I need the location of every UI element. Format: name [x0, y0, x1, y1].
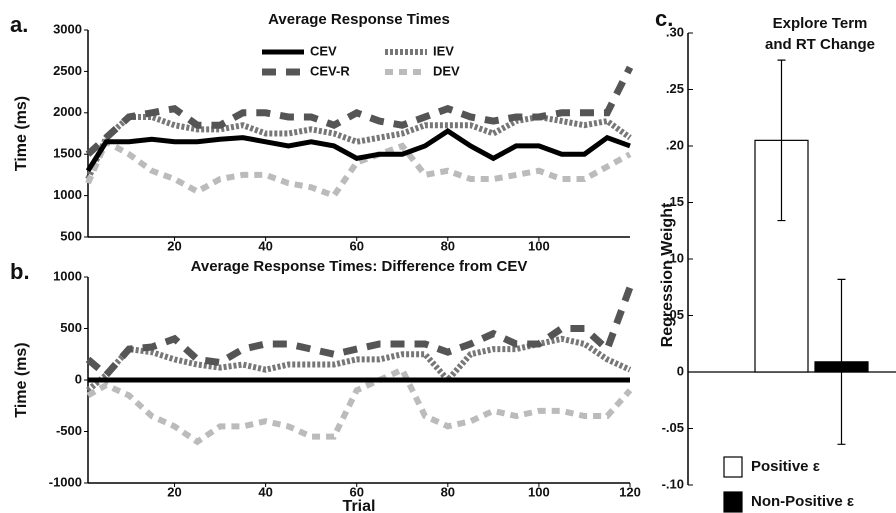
legend-swatch — [723, 456, 743, 478]
y-tick-label: .15 — [666, 194, 684, 209]
y-tick-label: -1000 — [49, 474, 82, 489]
x-tick-label: 40 — [258, 484, 272, 499]
y-tick-label: 1000 — [53, 268, 82, 283]
x-tick-label: 40 — [258, 238, 272, 253]
y-tick-label: 1000 — [53, 187, 82, 202]
y-tick-label: 1500 — [53, 146, 82, 161]
y-tick-label: 3000 — [53, 21, 82, 36]
series-line — [85, 286, 634, 380]
legend-label: DEV — [433, 63, 460, 78]
x-tick-label: 120 — [619, 484, 641, 499]
y-tick-label: -.10 — [662, 476, 684, 491]
legend-swatch — [723, 491, 743, 513]
legend-label: IEV — [433, 43, 454, 58]
panel-label: a. — [10, 12, 28, 37]
chart-title: and RT Change — [765, 36, 875, 53]
legend-label: CEV — [310, 43, 337, 58]
y-tick-label: -.05 — [662, 420, 684, 435]
y-tick-label: -500 — [56, 423, 82, 438]
x-tick-label: 80 — [441, 238, 455, 253]
y-axis-label: Regression Weight — [659, 202, 676, 347]
y-tick-label: .10 — [666, 250, 684, 265]
y-axis-label: Time (ms) — [13, 96, 30, 171]
x-tick-label: 100 — [528, 484, 550, 499]
x-axis-label: Trial — [343, 498, 376, 513]
y-tick-label: .25 — [666, 81, 684, 96]
y-tick-label: .20 — [666, 137, 684, 152]
legend-label: Positive ε — [751, 458, 820, 475]
y-tick-label: 500 — [60, 320, 82, 335]
y-tick-label: .05 — [666, 307, 684, 322]
y-tick-label: 2000 — [53, 104, 82, 119]
error-bar — [777, 59, 786, 222]
panel-label: b. — [10, 259, 30, 284]
series-line — [86, 365, 633, 446]
y-axis-label: Time (ms) — [13, 342, 30, 417]
y-tick-label: .30 — [666, 24, 684, 39]
error-bar — [837, 278, 846, 445]
chart-title: Average Response Times — [268, 11, 450, 28]
legend-label: Non-Positive ε — [751, 493, 854, 510]
y-tick-label: 2500 — [53, 63, 82, 78]
x-tick-label: 60 — [349, 484, 363, 499]
series-line — [86, 335, 632, 393]
panel-label: c. — [655, 6, 673, 31]
chart-title: Average Response Times: Difference from … — [191, 258, 528, 275]
y-tick-label: 0 — [75, 371, 82, 386]
series-line — [85, 137, 632, 200]
x-tick-label: 60 — [349, 238, 363, 253]
legend-label: CEV-R — [310, 63, 350, 78]
y-tick-label: 500 — [60, 228, 82, 243]
x-tick-label: 100 — [528, 238, 550, 253]
x-tick-label: 20 — [167, 484, 181, 499]
y-tick-label: 0 — [677, 363, 684, 378]
x-tick-label: 80 — [441, 484, 455, 499]
x-tick-label: 20 — [167, 238, 181, 253]
series-line — [85, 65, 634, 157]
series-line — [85, 128, 631, 173]
chart-title: Explore Term — [773, 15, 868, 32]
